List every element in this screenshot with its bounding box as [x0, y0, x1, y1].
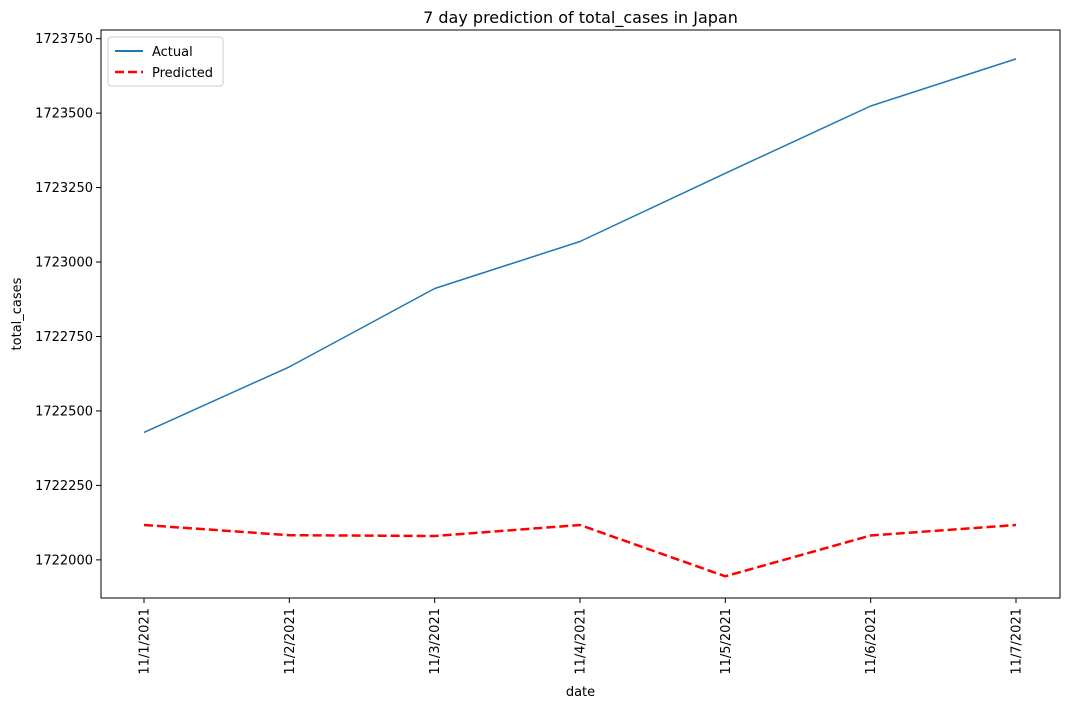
series-layer [143, 58, 1017, 578]
chart-title: 7 day prediction of total_cases in Japan [423, 8, 738, 28]
series-line-predicted [143, 523, 1017, 578]
x-tick-label: 11/6/2021 [864, 608, 879, 675]
y-axis: 1722000 1722250 1722500 1722750 1723000 17232… [35, 32, 101, 568]
x-tick-label: 11/2/2021 [283, 608, 298, 675]
y-tick-label: 1723750 [35, 32, 93, 47]
x-axis-label: date [566, 685, 595, 700]
y-tick-label: 1723500 [35, 107, 93, 122]
y-tick-label: 1722000 [35, 553, 93, 568]
legend-label-predicted: Predicted [152, 66, 213, 81]
y-axis-label: total_cases [10, 277, 25, 350]
x-tick-label: 11/5/2021 [719, 608, 734, 675]
x-tick-label: 11/4/2021 [574, 608, 589, 675]
y-tick-label: 1722500 [35, 404, 93, 419]
y-tick-label: 1722750 [35, 330, 93, 345]
legend-label-actual: Actual [152, 45, 193, 60]
y-tick-label: 1722250 [35, 479, 93, 494]
legend: Actual Predicted [107, 36, 224, 87]
x-axis: 11/1/2021 11/2/2021 11/3/2021 11/4/2021 11/5… [138, 598, 1025, 675]
series-line-actual [143, 58, 1017, 434]
y-tick-label: 1723000 [35, 256, 93, 271]
x-tick-label: 11/7/2021 [1010, 608, 1025, 675]
y-tick-label: 1723250 [35, 181, 93, 196]
legend-box [107, 36, 224, 87]
x-tick-label: 11/1/2021 [138, 608, 153, 675]
x-tick-label: 11/3/2021 [428, 608, 443, 675]
plot-frame [100, 29, 1061, 599]
